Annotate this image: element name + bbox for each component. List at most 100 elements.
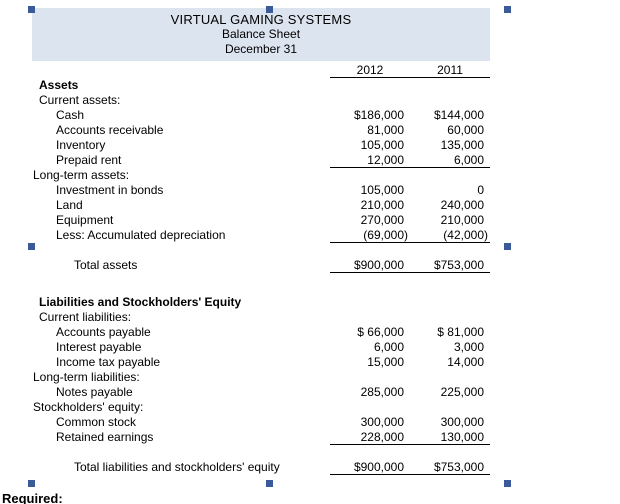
row-label: Cash — [56, 108, 85, 122]
value-2011: 6,000 — [410, 152, 490, 168]
sheet-row: Current liabilities: — [32, 309, 490, 324]
value-2012: $900,000 — [330, 257, 410, 273]
value-2012: 15,000 — [367, 355, 404, 369]
row-label: Notes payable — [56, 385, 133, 399]
sheet-row: Equipment 270,000 210,000 — [32, 212, 490, 227]
sheet-row: Inventory 105,000 135,000 — [32, 137, 490, 152]
value-2011 — [410, 167, 490, 182]
row-label: Investment in bonds — [56, 183, 164, 197]
row-label: Total assets — [74, 258, 138, 272]
row-label: Assets — [39, 78, 79, 92]
value-2011 — [410, 92, 490, 107]
sheet-row: Notes payable 285,000 225,000 — [32, 384, 490, 399]
selection-handle-bottom-left[interactable] — [28, 480, 35, 487]
row-label: Prepaid rent — [56, 153, 122, 167]
sheet-row: Land 210,000 240,000 — [32, 197, 490, 212]
sheet-row: Less: Accumulated depreciation (69,000) (4… — [32, 227, 490, 243]
sheet-row: Accounts receivable 81,000 60,000 — [32, 122, 490, 137]
balance-sheet-table: 2012 2011 Assets Current assets: Cash $186,… — [32, 62, 490, 475]
value-2012: $ 66,000 — [357, 325, 404, 339]
value-2012: 12,000 — [330, 152, 410, 168]
selection-handle-top-right[interactable] — [504, 6, 511, 13]
value-2012 — [330, 294, 410, 309]
value-2012 — [330, 77, 410, 92]
balance-sheet-body: Assets Current assets: Cash $186,000 $144,00… — [32, 77, 490, 475]
sheet-row: Assets — [32, 77, 490, 92]
row-label: Less: Accumulated depreciation — [56, 228, 226, 242]
value-2011: 14,000 — [447, 355, 484, 369]
value-2012: 210,000 — [360, 198, 404, 212]
selection-handle-middle-left[interactable] — [28, 243, 35, 250]
value-2011: 240,000 — [440, 198, 484, 212]
statement-title: Balance Sheet — [221, 27, 301, 41]
row-label: Accounts receivable — [56, 123, 164, 137]
required-label: Required: — [2, 491, 63, 504]
selection-handle-top-left[interactable] — [28, 6, 35, 13]
sheet-row: Long-term liabilities: — [32, 369, 490, 384]
row-label: Interest payable — [56, 340, 142, 354]
value-2012: 81,000 — [367, 123, 404, 137]
value-2012 — [330, 92, 410, 107]
value-2011: $753,000 — [410, 459, 490, 475]
company-name: VIRTUAL GAMING SYSTEMS — [170, 12, 352, 27]
statement-header: VIRTUAL GAMING SYSTEMS Balance Sheet Dec… — [32, 8, 490, 61]
value-2012: 105,000 — [360, 183, 404, 197]
row-label: Long-term liabilities: — [33, 370, 140, 384]
value-2012: 300,000 — [360, 415, 404, 429]
statement-date: December 31 — [224, 42, 298, 56]
spacer-cell — [32, 242, 490, 257]
value-2012: $900,000 — [330, 459, 410, 475]
spacer-cell — [32, 272, 490, 294]
sheet-row: Accounts payable $ 66,000 $ 81,000 — [32, 324, 490, 339]
row-label: Current assets: — [39, 93, 121, 107]
sheet-row: Stockholders' equity: — [32, 399, 490, 414]
sheet-row: Total liabilities and stockholders' equi… — [32, 459, 490, 475]
row-label: Long-term assets: — [33, 168, 130, 182]
row-label: Liabilities and Stockholders' Equity — [39, 295, 242, 309]
value-2011: 135,000 — [440, 138, 484, 152]
row-label: Accounts payable — [56, 325, 151, 339]
sheet-row: Long-term assets: — [32, 167, 490, 182]
selection-handle-middle-right[interactable] — [504, 243, 511, 250]
sheet-row: Interest payable 6,000 3,000 — [32, 339, 490, 354]
value-2011: $ 81,000 — [437, 325, 484, 339]
value-2011: 3,000 — [453, 340, 484, 354]
sheet-row: Income tax payable 15,000 14,000 — [32, 354, 490, 369]
row-label: Inventory — [56, 138, 106, 152]
value-2011: 60,000 — [447, 123, 484, 137]
value-2011 — [410, 399, 490, 414]
sheet-row: Investment in bonds 105,000 0 — [32, 182, 490, 197]
selection-handle-bottom-right[interactable] — [504, 480, 511, 487]
row-label: Land — [56, 198, 83, 212]
sheet-row: Cash $186,000 $144,000 — [32, 107, 490, 122]
value-2012: $186,000 — [353, 108, 404, 122]
sheet-row: Liabilities and Stockholders' Equity — [32, 294, 490, 309]
year-header-spacer — [32, 62, 330, 77]
spacer-row — [32, 242, 490, 257]
value-2012: 105,000 — [360, 138, 404, 152]
value-2011: 210,000 — [440, 213, 484, 227]
value-2012: 6,000 — [373, 340, 404, 354]
value-2012: 270,000 — [360, 213, 404, 227]
sheet-row: Prepaid rent 12,000 6,000 — [32, 152, 490, 168]
value-2011 — [410, 294, 490, 309]
row-label: Equipment — [56, 213, 114, 227]
row-label: Common stock — [56, 415, 137, 429]
value-2011: 225,000 — [440, 385, 484, 399]
spacer-row — [32, 272, 490, 294]
value-2012: 285,000 — [360, 385, 404, 399]
year-2011-header: 2011 — [410, 62, 490, 78]
value-2012 — [330, 399, 410, 414]
row-label: Income tax payable — [56, 355, 161, 369]
selection-handle-bottom-center[interactable] — [266, 480, 273, 487]
spacer-row — [32, 444, 490, 459]
value-2011: 0 — [477, 183, 484, 197]
selection-handle-top-center[interactable] — [266, 6, 273, 13]
value-2012 — [330, 167, 410, 182]
sheet-row: Retained earnings 228,000 130,000 — [32, 429, 490, 445]
sheet-row: Current assets: — [32, 92, 490, 107]
spacer-cell — [32, 444, 490, 459]
value-2011: $144,000 — [433, 108, 484, 122]
row-label: Retained earnings — [56, 430, 154, 444]
year-header-row: 2012 2011 — [32, 62, 490, 78]
